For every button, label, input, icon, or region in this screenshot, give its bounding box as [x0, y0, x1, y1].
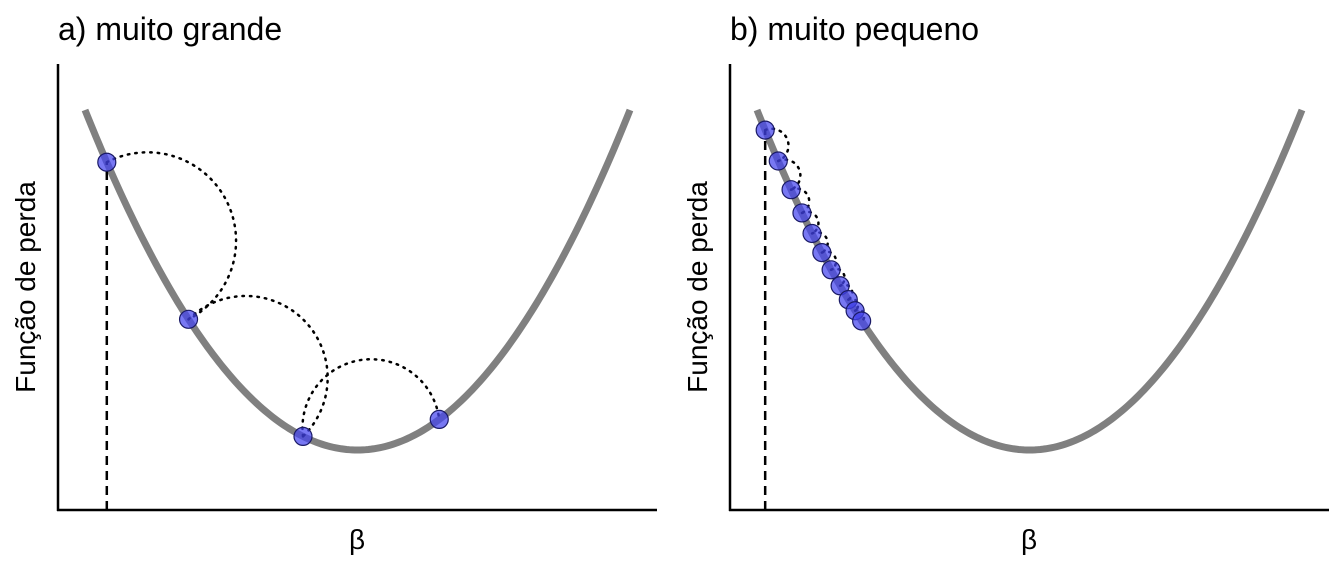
panel-a-step-point-1	[97, 152, 117, 172]
panel-b-step-point-2	[768, 151, 788, 171]
panel-b-step-point-6	[812, 242, 832, 263]
panel-a-loss-curve	[81, 108, 634, 454]
panel-b: b) muito pequeno β Função de perda	[682, 11, 1329, 555]
panel-a-plot	[81, 108, 634, 510]
panel-b-step-point-5	[802, 223, 822, 244]
panel-a-y-axis-label: Função de perda	[10, 181, 41, 393]
panel-b-step-point-3	[781, 180, 801, 200]
panel-b-step-point-11	[852, 311, 872, 331]
panel-a-title: a) muito grande	[58, 11, 282, 47]
panel-a: a) muito grande β Função de perda	[10, 11, 657, 555]
panel-b-step-point-4	[792, 203, 812, 223]
panel-a-step-point-3	[293, 426, 313, 446]
panel-a-step-point-2	[178, 309, 199, 329]
panel-b-x-axis-label: β	[1021, 524, 1037, 555]
panel-b-plot	[753, 108, 1306, 510]
panel-a-step-arc-3	[301, 358, 441, 438]
panel-b-title: b) muito pequeno	[730, 11, 979, 47]
panel-b-step-arc-6	[820, 250, 838, 272]
panel-a-x-axis-label: β	[349, 524, 365, 555]
panel-b-y-axis-label: Função de perda	[682, 181, 713, 393]
panel-b-step-arc-2	[777, 158, 802, 191]
panel-b-step-point-7	[821, 260, 841, 280]
panel-a-step-arc-2	[187, 294, 329, 438]
panel-a-step-point-4	[429, 409, 449, 429]
panel-b-step-point-1	[755, 120, 775, 140]
